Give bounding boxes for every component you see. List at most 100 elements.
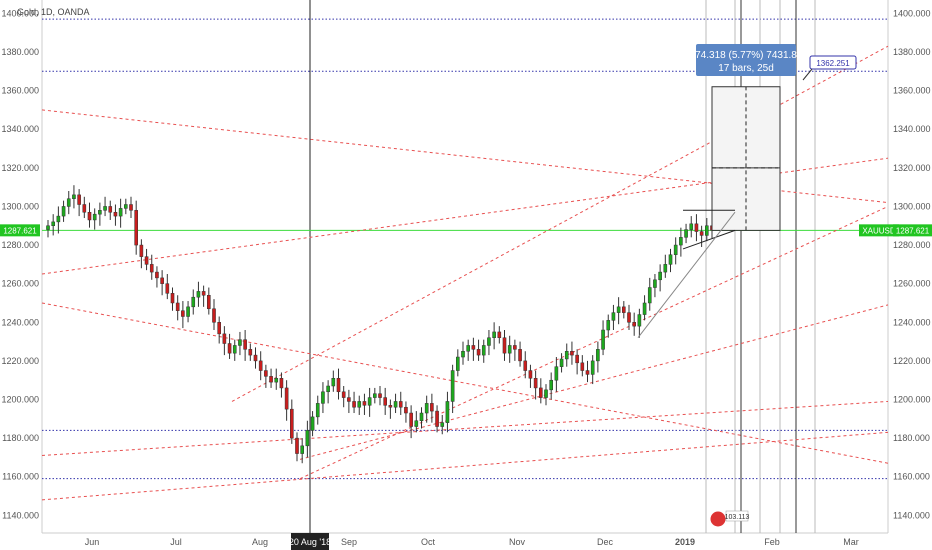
y-tick-label-left: 1280.000 xyxy=(1,240,39,250)
candle-body xyxy=(585,370,590,375)
x-tick-label: Sep xyxy=(341,537,357,547)
y-tick-label-left: 1400.000 xyxy=(1,8,39,18)
candle-body xyxy=(409,412,413,427)
overlay-drawings: 74.318 (5.77%) 7431.8 17 bars, 25d 1362.25… xyxy=(637,44,857,528)
candle-body xyxy=(580,362,585,371)
candle-body xyxy=(124,204,128,209)
candle-body xyxy=(258,360,263,371)
candle-body xyxy=(186,306,190,317)
pattern-line xyxy=(637,211,736,339)
candle-body xyxy=(539,387,543,398)
candle-body xyxy=(170,293,175,304)
axes: 1140.000 1140.000 1160.000 1160.000 1180.000… xyxy=(0,8,932,550)
y-tick-label-right: 1400.000 xyxy=(893,8,931,18)
candle-body xyxy=(134,210,138,246)
candle-body xyxy=(544,389,548,398)
y-tick-label-left: 1300.000 xyxy=(1,201,39,211)
candle-body xyxy=(466,345,470,352)
candle-body xyxy=(352,401,356,408)
chart-title: Gold, 1D, OANDA xyxy=(17,7,90,17)
measure-label-line1: 74.318 (5.77%) 7431.8 xyxy=(695,50,797,61)
candle-body xyxy=(72,194,76,199)
candle-body xyxy=(622,306,626,313)
candle-body xyxy=(129,204,133,211)
candle-body xyxy=(528,370,533,379)
event-label-box xyxy=(725,510,749,522)
x-tick-label: Dec xyxy=(597,537,614,547)
candle-body xyxy=(647,287,652,304)
candle-body xyxy=(201,291,206,296)
candle-body xyxy=(238,339,242,346)
candle-body xyxy=(341,391,346,398)
candle-body xyxy=(310,416,315,431)
candle-body xyxy=(497,331,502,338)
candle-body xyxy=(331,378,336,387)
candle-body xyxy=(149,264,154,273)
candle-body xyxy=(144,256,149,265)
candle-body xyxy=(373,393,377,398)
candle-body xyxy=(82,204,87,213)
candle-body xyxy=(502,337,507,354)
candle-body xyxy=(56,215,61,223)
candle-body xyxy=(611,312,616,321)
candle-body xyxy=(51,221,55,227)
y-tick-label-left: 1240.000 xyxy=(1,317,39,327)
x-tick-label: 2019 xyxy=(675,537,695,547)
candle-body xyxy=(362,401,367,406)
price-note: 1362.251 xyxy=(816,59,850,68)
candle-body xyxy=(191,296,196,308)
candle-body xyxy=(476,349,481,356)
candle-body xyxy=(393,401,398,408)
candle-body xyxy=(207,295,211,310)
candle-body xyxy=(705,225,709,236)
candle-body xyxy=(378,393,382,398)
candle-body xyxy=(274,378,279,383)
candle-body xyxy=(564,350,569,360)
candle-body xyxy=(321,391,325,404)
pattern-line xyxy=(682,229,736,250)
candle-body xyxy=(181,310,185,317)
candle-body xyxy=(616,306,621,313)
candle-body xyxy=(596,349,600,362)
trend-line xyxy=(41,431,889,501)
y-tick-label-left: 1360.000 xyxy=(1,86,39,96)
trend-line xyxy=(41,302,889,464)
candles xyxy=(46,185,714,464)
event-label: 103.113 xyxy=(725,514,750,521)
candle-body xyxy=(684,229,688,238)
y-tick-label-left: 1380.000 xyxy=(1,47,39,57)
candle-body xyxy=(414,420,419,427)
candle-body xyxy=(668,254,673,265)
y-tick-label-right: 1280.000 xyxy=(893,240,931,250)
highlight-date-label: 20 Aug '18 xyxy=(289,537,331,547)
candle-body xyxy=(253,354,258,362)
y-tick-label-left: 1260.000 xyxy=(1,279,39,289)
candle-body xyxy=(383,397,387,406)
x-tick-label: Mar xyxy=(843,537,859,547)
candle-body xyxy=(461,350,465,358)
candle-body xyxy=(98,210,102,215)
candle-body xyxy=(533,378,538,389)
candle-body xyxy=(518,349,522,362)
price-grid xyxy=(41,0,889,534)
candle-body xyxy=(212,308,216,323)
candle-body xyxy=(450,370,455,402)
measure-label-line2: 17 bars, 25d xyxy=(718,63,774,74)
candle-body xyxy=(264,370,268,377)
candle-body xyxy=(694,223,699,232)
candle-body xyxy=(217,322,221,335)
trend-line xyxy=(299,205,889,480)
candle-body xyxy=(279,378,284,389)
x-tick-label: Jul xyxy=(170,537,182,547)
candle-body xyxy=(637,314,642,327)
measure-label-bg xyxy=(696,44,796,76)
candle-body xyxy=(326,385,330,393)
symbol-tag-bg xyxy=(859,224,899,237)
candle-body xyxy=(523,360,528,371)
y-tick-label-left: 1180.000 xyxy=(2,433,39,443)
candle-body xyxy=(554,366,559,381)
highlight-date-bg xyxy=(291,533,329,550)
candle-body xyxy=(92,213,97,221)
y-tick-label-right: 1380.000 xyxy=(893,47,931,57)
